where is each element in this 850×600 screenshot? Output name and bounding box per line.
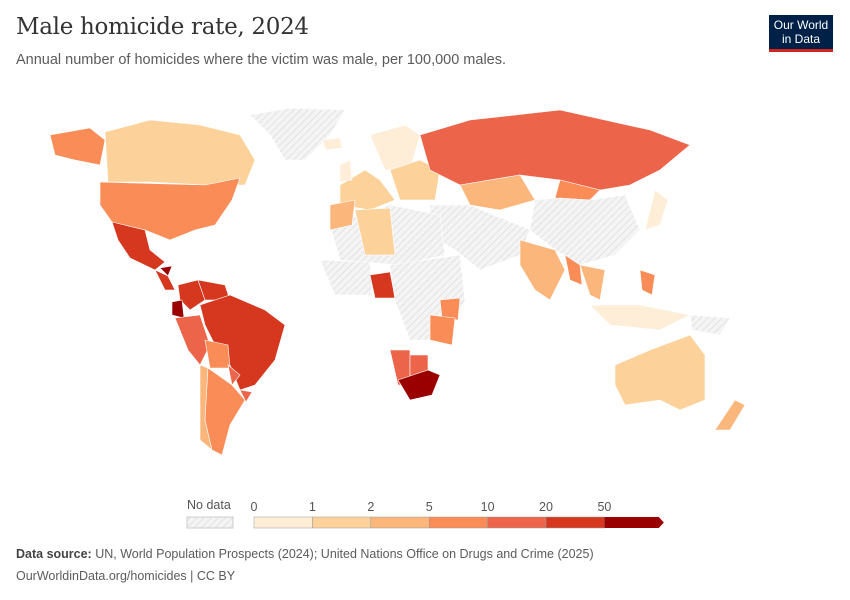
footer-url[interactable]: OurWorldinData.org/homicides | CC BY [16,569,236,583]
legend-bin-0-1 [253,516,313,529]
legend: No data 0 1 2 5 10 20 50 [0,495,850,535]
country-southeast-asia[interactable] [579,264,606,301]
country-china[interactable] [529,194,641,266]
legend-bin-20-50 [545,516,605,529]
country-united-states[interactable] [99,177,241,241]
country-greenland[interactable] [249,107,346,161]
country-india[interactable] [519,239,566,301]
country-japan[interactable] [644,189,669,231]
legend-tick-label: 1 [309,500,316,514]
legend-no-data-swatch [186,516,234,529]
country-mexico[interactable] [111,221,166,271]
data-source: Data source: UN, World Population Prospe… [16,547,594,561]
legend-tick-label: 2 [367,500,374,514]
legend-bin-5-10 [428,516,488,529]
country-tanzania[interactable] [429,314,456,346]
legend-bin->50 [604,517,664,528]
legend-tick-label: 5 [426,500,433,514]
country-paraguay[interactable] [227,364,241,386]
legend-tick-label: 50 [597,500,611,514]
legend-no-data-label: No data [187,498,231,512]
legend-bin-10-20 [487,516,547,529]
legend-bin-1-2 [312,516,372,529]
legend-scale: 0 1 2 5 10 20 50 [186,500,664,529]
country-scandinavia[interactable] [369,124,421,171]
country-philippines[interactable] [639,269,656,296]
legend-tick-label: 0 [251,500,258,514]
country-argentina[interactable] [204,367,246,456]
country-australia[interactable] [614,334,706,411]
country-myanmar[interactable] [564,254,583,286]
legend-bin-2-5 [370,516,430,529]
country-west-africa[interactable] [319,259,373,296]
legend-tick-label: 10 [481,500,495,514]
country-russia[interactable] [419,109,691,191]
country-kenya[interactable] [439,297,461,321]
source-label: Data source: [16,547,92,561]
country-morocco[interactable] [329,199,356,231]
world-map [49,107,746,456]
country-honduras[interactable] [159,265,173,277]
subtitle: Annual number of homicides where the vic… [16,52,507,68]
country-alaska[interactable] [49,127,106,166]
country-iceland[interactable] [321,137,343,151]
country-uruguay[interactable] [239,389,253,403]
country-peru[interactable] [174,314,211,366]
country-nigeria[interactable] [369,271,396,299]
country-brazil[interactable] [199,294,286,391]
country-eastern-europe[interactable] [389,159,441,201]
country-uk[interactable] [339,159,353,183]
country-algeria[interactable] [354,207,396,256]
country-canada[interactable] [104,119,256,186]
country-central-america[interactable] [154,269,176,291]
country-papua-new-guinea[interactable] [689,314,731,336]
country-colombia[interactable] [177,279,206,311]
source-text: UN, World Population Prospects (2024); U… [95,547,594,561]
country-new-zealand[interactable] [714,399,746,431]
page-title: Male homicide rate, 2024 [16,14,309,40]
country-kazakhstan[interactable] [459,174,536,211]
country-indonesia[interactable] [589,304,691,331]
legend-tick-label: 20 [539,500,553,514]
country-south-africa[interactable] [397,369,441,401]
country-ecuador[interactable] [171,299,185,319]
owid-logo[interactable]: Our World in Data [769,15,833,52]
